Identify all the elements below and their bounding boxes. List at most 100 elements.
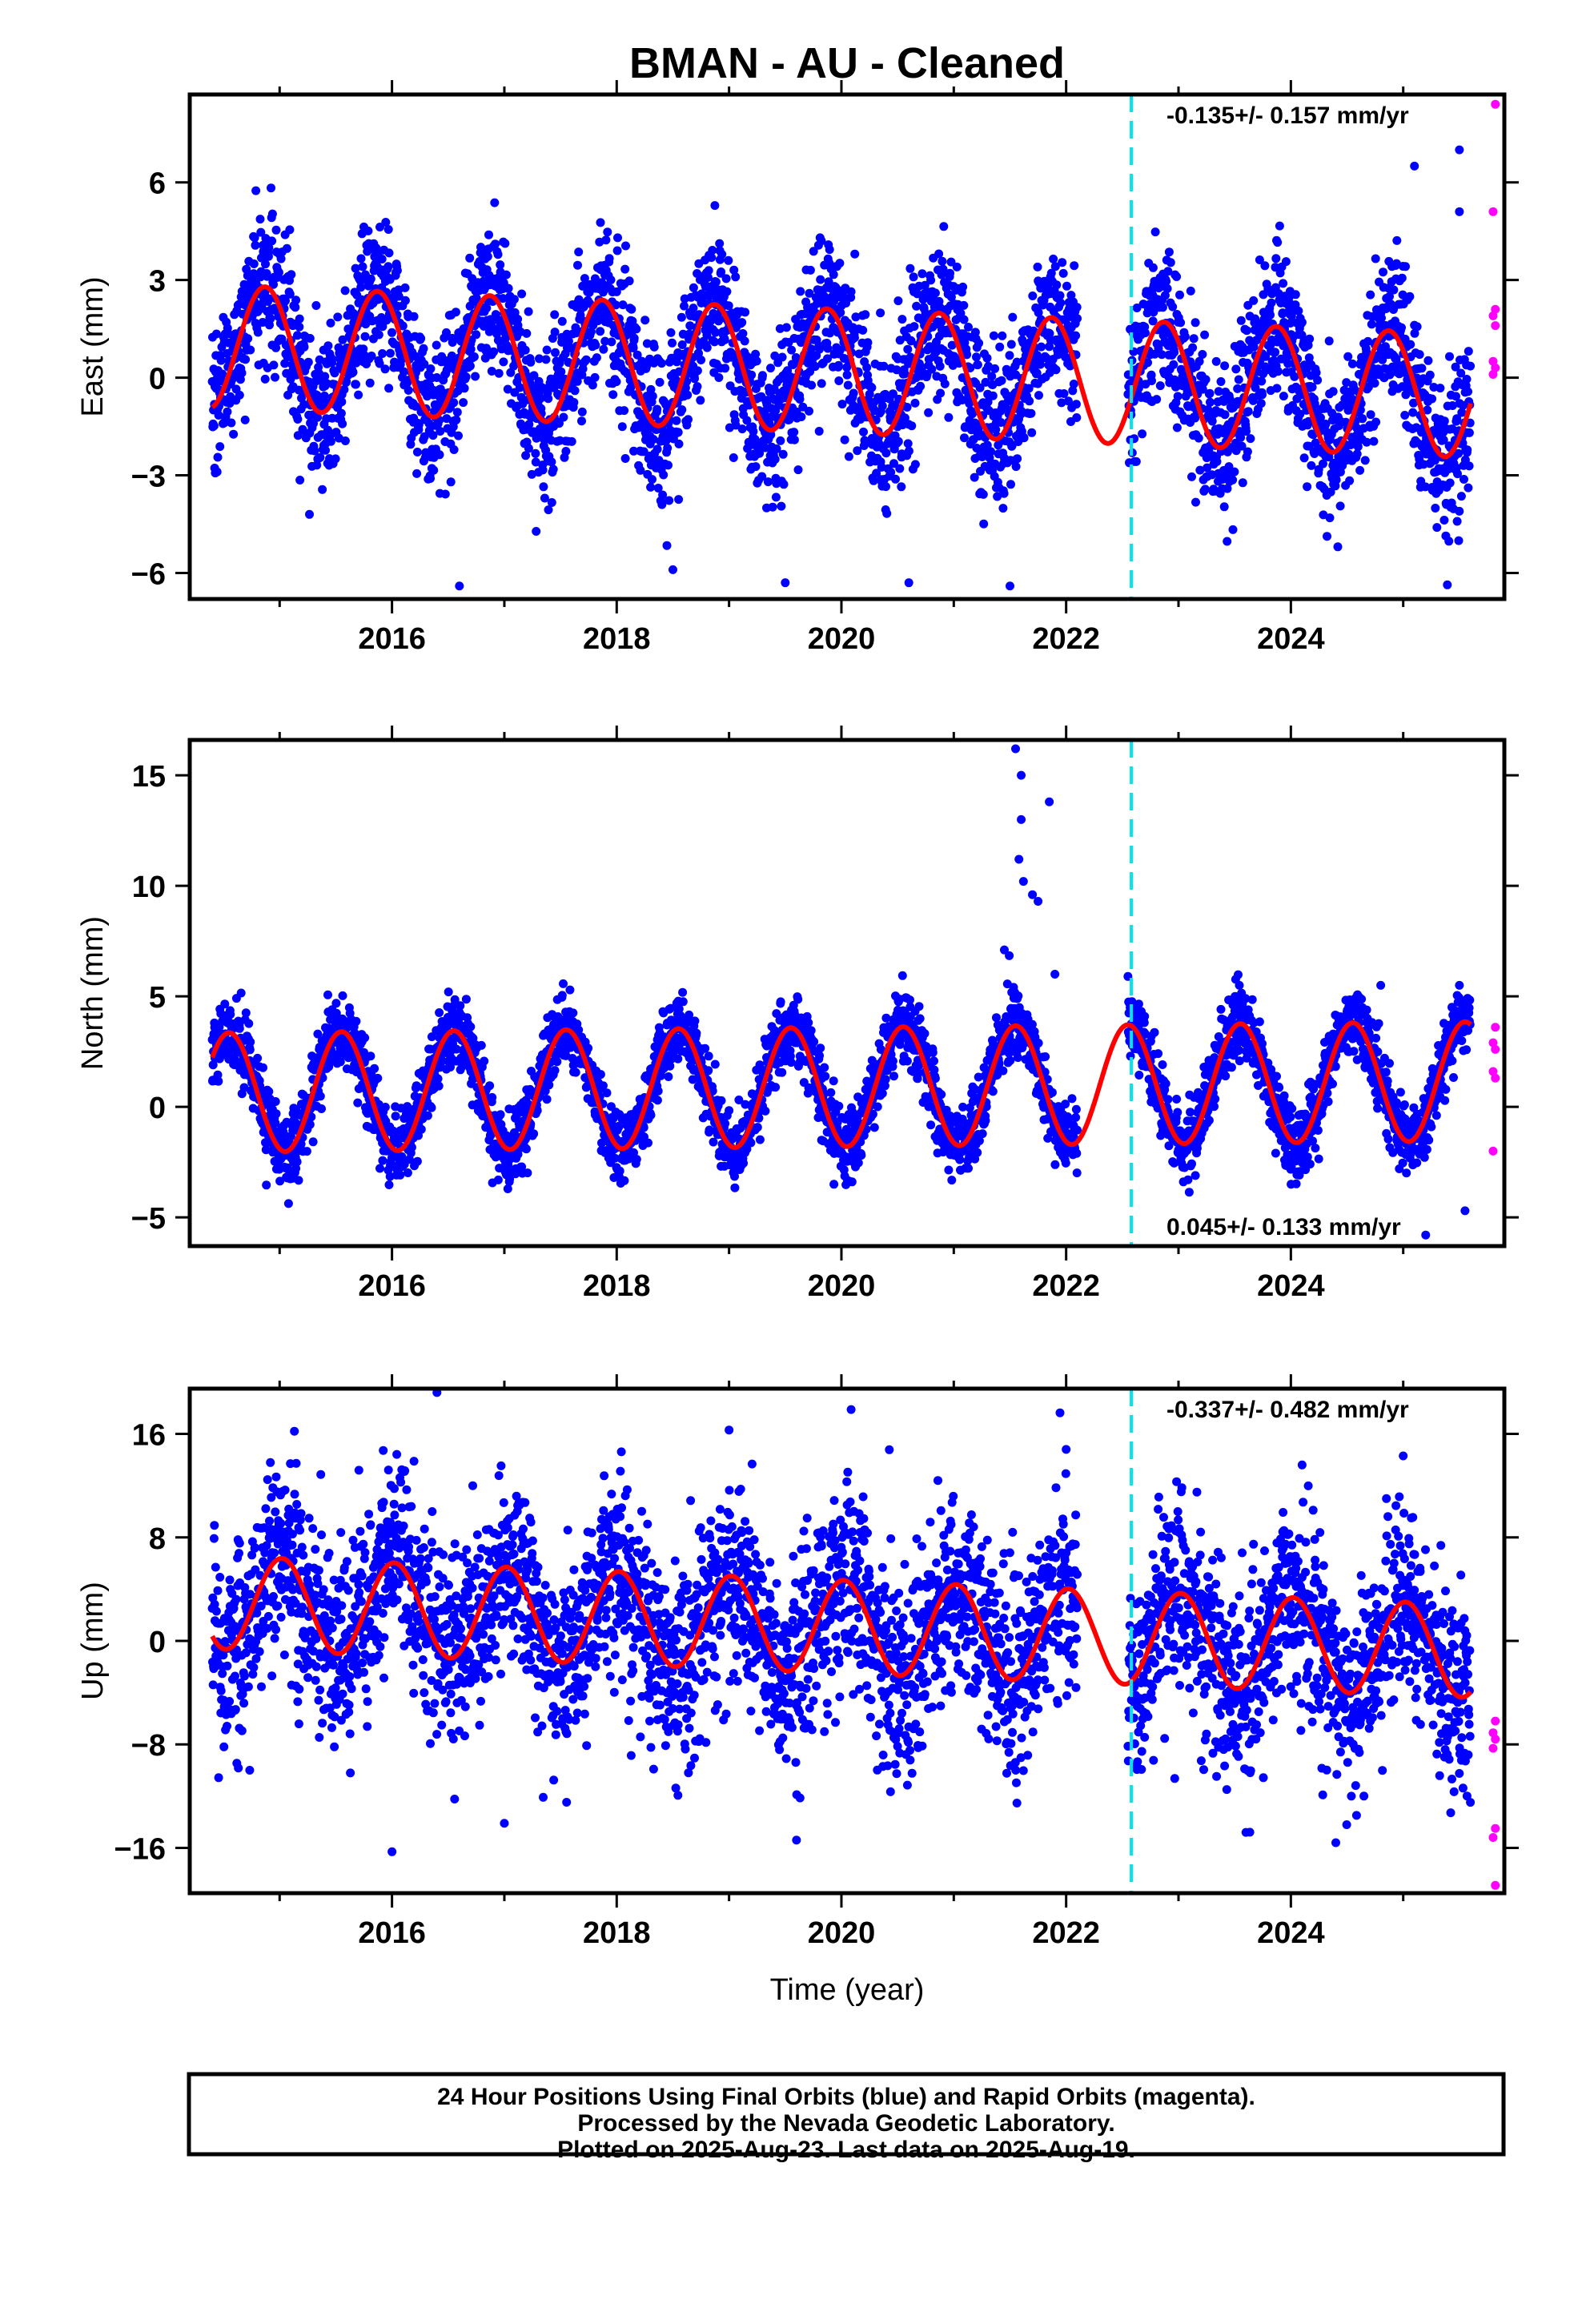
- data-point: [1385, 370, 1395, 380]
- data-point: [1172, 423, 1182, 432]
- data-point: [999, 489, 1009, 498]
- data-point: [720, 335, 729, 344]
- data-point: [267, 236, 277, 246]
- data-point: [384, 248, 394, 258]
- data-point: [893, 296, 903, 306]
- data-point: [947, 340, 957, 350]
- data-point: [881, 482, 890, 492]
- data-point: [436, 427, 445, 436]
- data-point: [480, 1056, 489, 1066]
- data-point: [285, 289, 295, 299]
- data-point: [731, 420, 741, 430]
- data-point: [263, 271, 271, 281]
- data-point: [291, 296, 301, 305]
- data-point: [975, 383, 985, 392]
- data-point: [320, 372, 330, 381]
- data-point: [721, 364, 730, 373]
- data-point: [1063, 396, 1073, 406]
- data-point: [1271, 254, 1281, 263]
- data-point: [835, 345, 845, 355]
- data-point: [860, 436, 869, 446]
- data-point: [1160, 291, 1170, 300]
- data-point: [302, 1147, 311, 1156]
- data-point: [1393, 360, 1403, 369]
- data-point: [1062, 281, 1071, 291]
- data-point: [568, 1008, 578, 1018]
- data-point: [1188, 343, 1198, 352]
- outlier-point: [668, 565, 677, 574]
- data-point: [632, 350, 642, 360]
- data-point: [978, 489, 988, 499]
- data-point: [990, 364, 1000, 373]
- data-point: [567, 436, 576, 446]
- data-point: [249, 269, 259, 279]
- data-point: [561, 447, 571, 456]
- data-point: [618, 300, 628, 310]
- data-point: [555, 419, 564, 428]
- data-point: [522, 328, 532, 338]
- data-point: [1198, 384, 1207, 394]
- data-point: [565, 985, 575, 995]
- data-point: [881, 448, 891, 458]
- data-point: [920, 280, 930, 290]
- outlier-point: [781, 578, 790, 588]
- data-point: [849, 388, 858, 398]
- data-point: [239, 1083, 249, 1092]
- data-point: [1226, 395, 1235, 404]
- data-point: [787, 345, 797, 355]
- data-point: [253, 328, 263, 337]
- data-point: [1072, 303, 1082, 312]
- data-point: [889, 459, 898, 468]
- data-point: [844, 452, 853, 461]
- data-point: [1191, 497, 1200, 507]
- data-point: [1131, 456, 1141, 466]
- data-point: [793, 465, 803, 475]
- data-point: [1363, 336, 1373, 346]
- data-point: [429, 465, 439, 475]
- data-point: [276, 254, 286, 263]
- data-point: [1410, 328, 1419, 338]
- data-point: [308, 1137, 318, 1147]
- data-point: [608, 390, 618, 400]
- data-point: [351, 380, 360, 389]
- data-point: [1279, 318, 1289, 327]
- data-point: [816, 275, 825, 284]
- data-point: [1328, 387, 1338, 396]
- data-point: [466, 344, 476, 354]
- data-point: [711, 328, 721, 337]
- data-point: [910, 460, 920, 469]
- data-point: [227, 418, 236, 428]
- data-point: [685, 321, 695, 331]
- data-point: [557, 991, 567, 1000]
- data-point: [853, 446, 862, 456]
- data-point: [958, 282, 968, 292]
- data-point: [1313, 376, 1323, 385]
- data-point: [574, 247, 584, 257]
- data-point: [1200, 330, 1210, 340]
- data-point: [689, 304, 698, 313]
- data-point: [869, 476, 878, 485]
- data-point: [374, 330, 383, 340]
- data-point: [271, 225, 281, 235]
- data-point: [628, 344, 638, 352]
- data-point: [307, 1112, 316, 1122]
- data-point: [450, 995, 460, 1004]
- data-point: [293, 415, 303, 424]
- data-point: [1401, 262, 1410, 271]
- data-point: [717, 267, 726, 276]
- data-point: [710, 201, 720, 211]
- data-point: [1261, 352, 1271, 361]
- data-point: [521, 1144, 531, 1154]
- data-point: [646, 384, 656, 394]
- data-point: [1457, 408, 1467, 417]
- data-point: [573, 260, 582, 270]
- data-point: [311, 301, 321, 310]
- data-point: [798, 402, 808, 412]
- data-point: [1194, 433, 1203, 443]
- data-point: [1324, 336, 1334, 346]
- data-point: [263, 251, 273, 261]
- data-point: [924, 408, 934, 417]
- data-point: [282, 243, 291, 253]
- data-point: [1283, 352, 1292, 361]
